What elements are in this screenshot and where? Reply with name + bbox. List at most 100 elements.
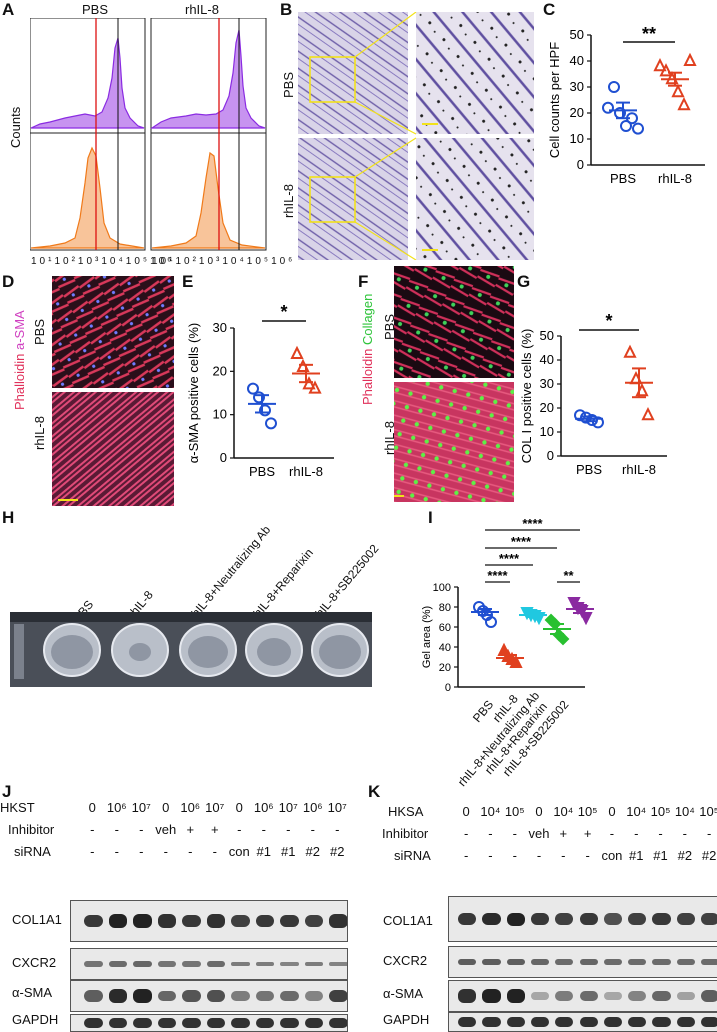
panel-k-lane-treat-6: 0 bbox=[608, 804, 616, 819]
panel-j-lane-treat-9: 10⁶ bbox=[302, 800, 323, 815]
panel-k-band bbox=[530, 912, 550, 925]
panel-k-lane-treat-1: 10⁴ bbox=[480, 804, 501, 819]
panel-j-band bbox=[304, 991, 323, 1001]
panel-k-lane-sirna-8: #1 bbox=[653, 848, 668, 863]
panel-j-band bbox=[108, 961, 127, 967]
panel-k-band bbox=[458, 1017, 477, 1027]
panel-k-band bbox=[603, 959, 623, 965]
panel-k-lane-sirna-3: - bbox=[536, 848, 542, 863]
panel-k-blot-label-2: α-SMA bbox=[383, 986, 424, 1001]
panel-k-lane-inhib-2: - bbox=[512, 826, 517, 841]
panel-c-point bbox=[608, 81, 620, 93]
panel-a-xticks-right: 10¹10²10³10⁴10⁵10⁶ bbox=[152, 256, 296, 267]
panel-k-band bbox=[701, 959, 717, 965]
panel-k-lane-treat-5: 10⁵ bbox=[577, 804, 598, 819]
panel-k-band bbox=[530, 959, 550, 965]
panel-i-ytick-label: 40 bbox=[439, 642, 451, 654]
panel-k-band bbox=[579, 1017, 598, 1027]
panel-k-lane-sirna-10: #2 bbox=[701, 848, 717, 863]
panel-k-lane-inhib-8: - bbox=[658, 826, 663, 841]
panel-g-ytick-label: 20 bbox=[540, 400, 554, 415]
panel-label-a: A bbox=[2, 0, 15, 19]
panel-j-band bbox=[108, 1018, 127, 1028]
panel-j-band bbox=[280, 990, 299, 1002]
panel-e-ytick-label: 10 bbox=[213, 407, 227, 422]
panel-j-lane-inhib-9: - bbox=[310, 822, 315, 837]
panel-k-lane-sirna-1: - bbox=[488, 848, 493, 863]
panel-i-sig-label: **** bbox=[511, 534, 532, 549]
panel-j-band bbox=[84, 961, 103, 967]
panel-i-sig-label: ** bbox=[563, 568, 574, 583]
panel-j-band bbox=[108, 914, 127, 928]
panel-e-point bbox=[253, 391, 265, 404]
panel-j-lane-inhib-10: - bbox=[335, 822, 340, 837]
panel-j-lane-inhib-3: veh bbox=[155, 822, 177, 837]
panel-i-ytick-label: 100 bbox=[433, 582, 451, 594]
panel-j-band bbox=[133, 989, 152, 1003]
panel-k-lane-treat-10: 10⁵ bbox=[699, 804, 717, 819]
panel-c-ytick-label: 10 bbox=[570, 131, 584, 146]
panel-k-band bbox=[530, 992, 550, 1000]
panel-e-point bbox=[308, 380, 322, 394]
panel-j-band bbox=[206, 1018, 225, 1028]
panel-k-lane-sirna-9: #2 bbox=[677, 848, 693, 863]
panel-c-ytick-label: 30 bbox=[570, 79, 584, 94]
panel-f-stain-label: Phalloidin Collagen bbox=[360, 293, 375, 405]
panel-k-band bbox=[506, 912, 525, 926]
panel-k-band bbox=[676, 959, 695, 965]
panel-d-stain-label: Phalloidin a-SMA bbox=[12, 310, 27, 410]
panel-k-lane-sirna-4: - bbox=[561, 848, 566, 863]
panel-j-lane-sirna-1: - bbox=[114, 844, 119, 859]
panel-j-band bbox=[304, 961, 323, 967]
panel-k-band bbox=[676, 913, 695, 925]
panel-i-ytick-label: 0 bbox=[445, 682, 451, 692]
panel-j-band bbox=[329, 961, 347, 967]
panel-k-lane-inhib-0: - bbox=[463, 826, 469, 841]
panel-k-lane-inhib-4: + bbox=[559, 826, 568, 841]
panel-k-blot-3 bbox=[448, 1012, 717, 1032]
panel-k-lane-inhib-3: veh bbox=[528, 826, 550, 841]
panel-j-band bbox=[231, 991, 250, 1001]
panel-k-blot-0 bbox=[448, 896, 717, 942]
panel-k-band bbox=[482, 989, 501, 1003]
panel-h-gel-photo bbox=[10, 612, 372, 687]
panel-i-point bbox=[485, 616, 497, 628]
panel-k-blot-1 bbox=[448, 946, 717, 978]
panel-e-ytick-label: 30 bbox=[213, 320, 227, 335]
panel-k-band bbox=[482, 912, 501, 926]
panel-j-lane-treat-5: 10⁷ bbox=[205, 800, 225, 815]
panel-k-band bbox=[628, 913, 647, 925]
panel-k-blot-label-3: GAPDH bbox=[383, 1012, 430, 1027]
panel-i-sig-label: **** bbox=[522, 516, 543, 531]
panel-j-band bbox=[304, 1018, 323, 1028]
panel-k-band bbox=[652, 912, 671, 925]
panel-g-ytick-label: 40 bbox=[540, 352, 554, 367]
panel-g-ytick-label: 10 bbox=[540, 424, 554, 439]
panel-k-band bbox=[628, 991, 647, 1001]
panel-k-lane-treat-8: 10⁵ bbox=[650, 804, 671, 819]
panel-c-ytick-label: 20 bbox=[570, 105, 584, 120]
panel-j-lane-treat-6: 0 bbox=[235, 800, 243, 815]
panel-d-row-pbs: PBS bbox=[32, 318, 47, 345]
panel-k-blot-label-1: CXCR2 bbox=[383, 953, 428, 968]
panel-j-lane-treat-4: 10⁶ bbox=[180, 800, 201, 815]
panel-g-point bbox=[641, 406, 655, 421]
panel-k-band bbox=[701, 1017, 717, 1027]
panel-k-lane-inhib-6: - bbox=[609, 826, 615, 841]
panel-k-band bbox=[652, 990, 671, 1002]
panel-k-lane-inhib-5: + bbox=[583, 826, 592, 841]
panel-g-chart: 0 10 20 30 40 50 COL I positive cells (%) PBS rh… bbox=[519, 311, 667, 477]
panel-j-band bbox=[84, 1018, 103, 1028]
panel-k-band bbox=[506, 959, 525, 965]
panel-a-ylabel: Counts bbox=[8, 106, 23, 148]
panel-k-band bbox=[652, 959, 671, 965]
panel-j-band bbox=[108, 989, 127, 1003]
panel-i-point bbox=[556, 632, 570, 646]
panel-j-band bbox=[84, 990, 103, 1002]
panel-e-point bbox=[302, 376, 316, 390]
panel-i-sig-label: **** bbox=[499, 551, 520, 566]
panel-j-lane-sirna-5: - bbox=[212, 844, 217, 859]
panel-e-xtick-label: PBS bbox=[249, 464, 275, 479]
panel-j-band bbox=[133, 1018, 152, 1028]
